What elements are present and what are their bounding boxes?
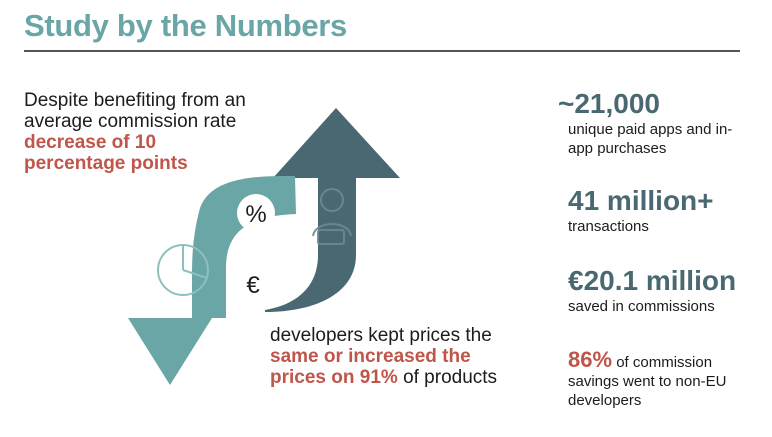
stat-noneu-value: 86% bbox=[568, 347, 613, 372]
down-arrow-icon bbox=[128, 175, 296, 385]
stat-noneu-label: of commission savings went to non-EU dev… bbox=[568, 354, 727, 409]
stat-savings-value: €20.1 million bbox=[568, 265, 737, 296]
page-title: Study by the Numbers bbox=[24, 8, 347, 43]
stat-transactions-value: 41 million+ bbox=[568, 185, 714, 216]
intro-highlight: decrease of 10 percentage points bbox=[24, 132, 188, 174]
stat-savings-label: saved in commissions bbox=[568, 298, 715, 315]
stat-noneu: 86% of commission savings went to non-EU… bbox=[568, 347, 746, 410]
outcome-text: developers kept prices the bbox=[270, 325, 492, 346]
euro-symbol: € bbox=[246, 272, 260, 299]
euro-icon: € bbox=[234, 265, 272, 303]
stat-apps-label: unique paid apps and in-app purchases bbox=[568, 121, 733, 157]
stat-transactions-label: transactions bbox=[568, 218, 649, 235]
percent-symbol: % bbox=[245, 201, 266, 228]
percent-icon: % bbox=[237, 194, 275, 232]
arrows-graphic: % € bbox=[128, 108, 400, 385]
outcome-paragraph: developers kept prices the same or incre… bbox=[270, 325, 500, 388]
outcome-tail: of products bbox=[403, 367, 498, 388]
title-divider bbox=[24, 50, 740, 52]
outcome-highlight: same or increased the prices on 91% bbox=[270, 346, 471, 388]
stat-apps-value: ~21,000 bbox=[558, 88, 660, 119]
intro-text: Despite benefiting from an average commi… bbox=[24, 90, 246, 132]
intro-paragraph: Despite benefiting from an average commi… bbox=[24, 90, 249, 174]
up-arrow-icon bbox=[265, 108, 400, 312]
